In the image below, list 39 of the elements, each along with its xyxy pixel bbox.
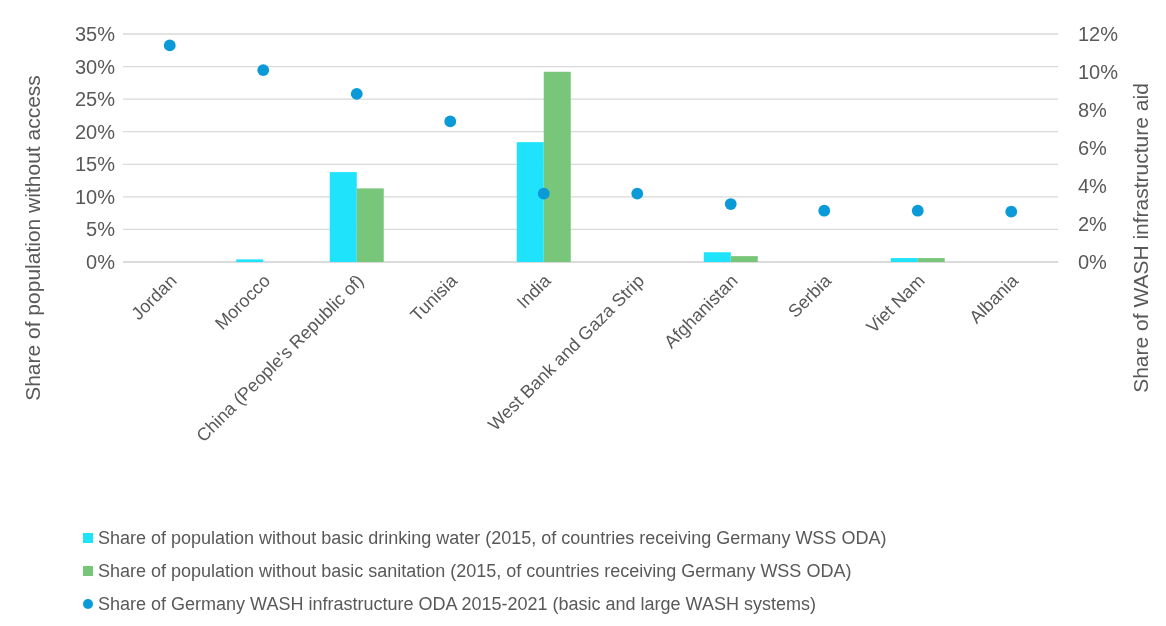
y-tick-label: 35% xyxy=(74,23,116,45)
point xyxy=(818,204,831,217)
y-tick-label: 0% xyxy=(86,251,116,273)
legend-label: Share of population without basic drinking water (2015, of countries receiving Germany WSS ODA) xyxy=(98,528,887,549)
bar xyxy=(543,71,571,262)
legend-label: Share of Germany WASH infrastructure ODA 2015-2021 (basic and large WASH systems) xyxy=(98,594,816,615)
y2-tick-label: 6% xyxy=(1078,137,1108,159)
bar xyxy=(703,252,731,262)
point xyxy=(537,187,550,200)
point xyxy=(911,204,924,217)
bar xyxy=(890,258,918,262)
point xyxy=(350,87,363,100)
y-tick-label: 5% xyxy=(86,218,116,241)
point xyxy=(444,115,457,128)
y-tick-label: 30% xyxy=(74,55,116,78)
legend-label: Share of population without basic sanitation (2015, of countries receiving Germany WSS ODA) xyxy=(98,561,852,582)
y-tick-label: 15% xyxy=(74,153,116,176)
point xyxy=(257,64,270,77)
y2-tick-label: 8% xyxy=(1078,99,1108,121)
point xyxy=(1005,205,1018,218)
bar xyxy=(329,172,357,262)
y-tick-label: 20% xyxy=(74,120,116,143)
bar xyxy=(730,256,758,262)
y2-axis-title: Share of WASH infrastructure aid xyxy=(1129,83,1152,393)
y2-tick-label: 2% xyxy=(1078,213,1108,235)
bar xyxy=(356,188,384,262)
bar xyxy=(236,259,264,262)
point xyxy=(724,198,737,210)
y-axis-title: Share of population without access xyxy=(21,75,44,401)
y2-tick-label: 0% xyxy=(1078,251,1108,273)
y-tick-label: 10% xyxy=(74,185,116,208)
bar xyxy=(516,142,544,262)
point xyxy=(163,39,176,52)
point xyxy=(631,187,644,200)
y-tick-label: 25% xyxy=(74,88,116,111)
y2-tick-label: 10% xyxy=(1078,61,1119,83)
bar xyxy=(917,258,945,262)
y2-tick-label: 12% xyxy=(1078,23,1119,45)
y2-tick-label: 4% xyxy=(1078,175,1108,197)
